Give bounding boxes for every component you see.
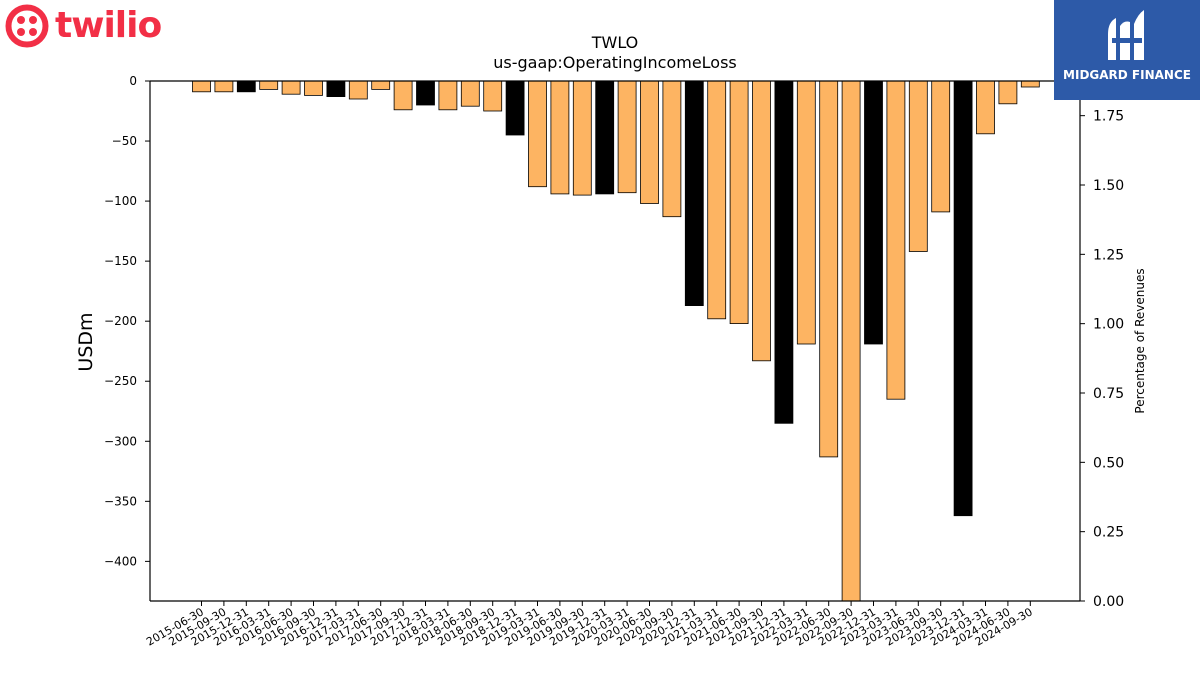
bar <box>572 80 592 196</box>
bar <box>550 80 570 195</box>
bar <box>774 80 794 424</box>
y-tick-label: −150 <box>104 254 137 268</box>
bars-layer <box>192 80 1040 602</box>
bar <box>393 80 413 111</box>
y-tick-label: −400 <box>104 554 137 568</box>
y-tick-label: −250 <box>104 374 137 388</box>
y2-tick-label: 1.75 <box>1093 109 1124 125</box>
y2-tick-label: 1.25 <box>1093 247 1124 263</box>
bar <box>371 80 391 90</box>
bar <box>259 80 279 90</box>
bar <box>908 80 928 252</box>
bar <box>483 80 503 112</box>
bar <box>281 80 301 95</box>
y2-tick-label: 1.50 <box>1093 178 1124 194</box>
midgard-logo-text: MIDGARD FINANCE <box>1063 68 1191 82</box>
midgard-finance-logo: MIDGARD FINANCE <box>1054 0 1200 100</box>
bar <box>864 80 883 345</box>
y-tick-label: −200 <box>104 314 137 328</box>
chart-subtitle: us-gaap:OperatingIncomeLoss <box>493 53 737 72</box>
y2-tick-label: 0.00 <box>1093 594 1124 610</box>
y2-axis-label: Percentage of Revenues <box>1133 268 1147 413</box>
y-tick-label: −50 <box>112 134 137 148</box>
bar <box>886 80 906 400</box>
bar <box>438 80 458 111</box>
bar <box>348 80 368 100</box>
bar <box>796 80 816 345</box>
bar <box>1020 80 1040 88</box>
bar <box>819 80 839 458</box>
bar <box>640 80 659 204</box>
y-tick-label: −300 <box>104 434 137 448</box>
y-tick-label: 0 <box>129 74 137 88</box>
bar <box>416 80 435 106</box>
axes-layer: 0 −50 −100 −150 −200 −250 −300 −350 −400 0.00 0.25… <box>104 74 1124 649</box>
bar <box>707 80 727 320</box>
y-axis-label: USDm <box>75 312 97 371</box>
bar <box>841 80 861 602</box>
bar <box>729 80 749 325</box>
bar <box>617 80 637 194</box>
bar <box>752 80 771 362</box>
y-tick-label: −350 <box>104 494 137 508</box>
y2-tick-label: 1.00 <box>1093 317 1124 333</box>
twilio-logo-text: twilio <box>55 5 162 46</box>
y2-tick-label: 0.25 <box>1093 525 1124 541</box>
y2-tick-label: 0.50 <box>1093 455 1124 471</box>
bar <box>236 80 256 93</box>
twilio-logo-icon <box>5 4 49 48</box>
bar <box>326 80 346 98</box>
bar <box>595 80 615 195</box>
midgard-logo-icon <box>1108 10 1144 60</box>
bar <box>304 80 323 96</box>
bar <box>998 80 1018 105</box>
bar <box>528 80 547 188</box>
bar <box>953 80 973 517</box>
bar <box>214 80 234 93</box>
y-tick-label: −100 <box>104 194 137 208</box>
bar <box>931 80 951 213</box>
chart-title: TWLO <box>591 33 639 52</box>
bar <box>976 80 995 135</box>
bar <box>192 80 211 93</box>
bar <box>684 80 704 307</box>
bar <box>460 80 480 107</box>
twilio-logo: twilio <box>5 4 162 48</box>
bar <box>505 80 525 136</box>
y2-tick-label: 0.75 <box>1093 386 1124 402</box>
bar <box>662 80 682 218</box>
